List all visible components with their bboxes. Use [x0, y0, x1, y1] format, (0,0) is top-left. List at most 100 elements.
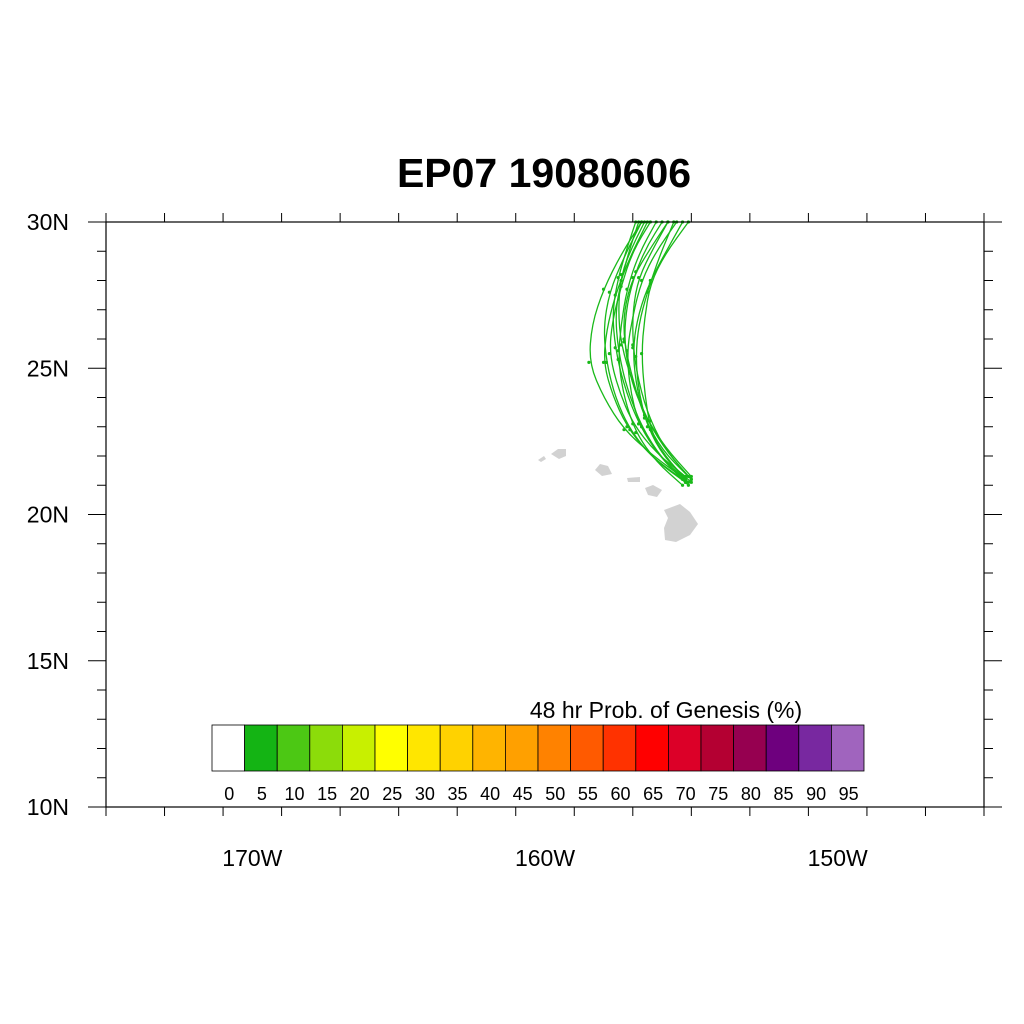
- track-point: [683, 477, 688, 481]
- colorbar-box: [635, 724, 669, 772]
- colorbar-tick-label: 45: [513, 784, 533, 804]
- track-point: [686, 483, 691, 487]
- colorbar-tick-label: 5: [257, 784, 267, 804]
- colorbar-box: [374, 724, 408, 772]
- storm-track: [589, 221, 686, 480]
- track-point: [607, 290, 611, 294]
- track-point: [642, 416, 647, 420]
- colorbar-box: [765, 724, 800, 772]
- track-point: [689, 474, 693, 479]
- colorbar-tick-label: 80: [741, 784, 761, 804]
- track-point: [639, 278, 644, 283]
- island-maui: [645, 485, 662, 497]
- track-point: [686, 480, 691, 484]
- track-point: [625, 425, 629, 429]
- colorbar-tick-label: 30: [415, 784, 435, 804]
- colorbar-tick-label: 10: [284, 784, 304, 804]
- colorbar-box: [602, 724, 637, 772]
- track-point: [631, 343, 635, 347]
- colorbar-tick-label: 90: [806, 784, 826, 804]
- track-point: [607, 352, 611, 356]
- lat-label: 10N: [27, 794, 69, 820]
- track-point: [604, 360, 609, 364]
- colorbar-tick-label: 95: [839, 784, 859, 804]
- colorbar-tick-label: 0: [224, 784, 234, 804]
- track-point: [634, 431, 638, 435]
- track-point: [613, 346, 617, 350]
- colorbar-tick-label: 75: [708, 784, 728, 804]
- track-point: [637, 275, 641, 280]
- colorbar-tick-label: 15: [317, 784, 337, 804]
- colorbar-box: [504, 724, 539, 772]
- colorbar-box: [309, 724, 343, 772]
- track-point: [619, 273, 623, 277]
- track-point: [616, 275, 620, 280]
- track-point: [616, 349, 620, 353]
- colorbar-boxes: [211, 724, 865, 772]
- longitude-labels: 170W 160W 150W: [222, 845, 868, 871]
- track-point: [634, 270, 638, 274]
- track-point: [689, 477, 693, 481]
- lat-label: 20N: [27, 502, 69, 528]
- track-point: [619, 278, 623, 283]
- lon-label: 170W: [222, 845, 282, 871]
- track-point: [587, 360, 591, 364]
- island-oahu: [595, 464, 612, 476]
- colorbar-tick-label: 50: [545, 784, 565, 804]
- colorbar-box: [341, 724, 376, 772]
- track-point: [631, 422, 635, 426]
- colorbar-box: [407, 724, 441, 772]
- colorbar-tick-label: 70: [676, 784, 696, 804]
- track-point: [639, 352, 644, 356]
- colorbar-box: [472, 724, 506, 772]
- colorbar-tick-label: 20: [350, 784, 370, 804]
- storm-tracks: [587, 220, 693, 487]
- colorbar-tick-label: 55: [578, 784, 598, 804]
- colorbar-tick-label: 35: [447, 784, 467, 804]
- island-molokai: [627, 477, 640, 482]
- track-point: [625, 287, 629, 291]
- colorbar-box: [798, 724, 832, 772]
- track-point: [601, 287, 606, 291]
- track-point: [648, 419, 652, 423]
- colorbar-box: [733, 724, 767, 772]
- colorbar-box: [244, 724, 278, 772]
- storm-track: [641, 221, 692, 483]
- colorbar-tick-label: 25: [382, 784, 402, 804]
- colorbar-box: [570, 724, 604, 772]
- colorbar-tick-labels: 0 5 10 15 20 25 30 35 40 45 50 55 60 65 70 75 80 85 90 95: [224, 784, 858, 804]
- colorbar-box: [211, 724, 245, 772]
- track-point: [601, 360, 606, 364]
- island-niihau: [538, 456, 546, 462]
- tick-marks: [88, 213, 1002, 816]
- track-point: [622, 428, 626, 432]
- island-kauai: [551, 449, 566, 459]
- track-point: [680, 483, 685, 487]
- track-point: [648, 278, 652, 283]
- track-point: [619, 343, 623, 347]
- island-hawaii: [664, 504, 698, 542]
- lat-label: 30N: [27, 209, 69, 235]
- map-frame: [105, 221, 985, 808]
- track-point: [637, 422, 641, 426]
- colorbar-box: [700, 724, 734, 772]
- track-point: [683, 480, 688, 484]
- hawaiian-islands: [538, 449, 698, 542]
- lon-label: 160W: [515, 845, 575, 871]
- track-point: [622, 337, 626, 341]
- track-point: [689, 480, 693, 484]
- track-point: [680, 474, 685, 479]
- colorbar-box: [439, 724, 474, 772]
- track-point: [628, 428, 632, 432]
- figure-title: EP07 19080606: [396, 150, 692, 196]
- colorbar-tick-label: 65: [643, 784, 663, 804]
- colorbar-box: [276, 724, 311, 772]
- colorbar-tick-label: 60: [610, 784, 630, 804]
- colorbar-tick-label: 40: [480, 784, 500, 804]
- colorbar-box: [537, 724, 571, 772]
- lat-label: 15N: [27, 648, 69, 674]
- colorbar-box: [668, 724, 702, 772]
- colorbar-label: 48 hr Prob. of Genesis (%): [530, 697, 802, 723]
